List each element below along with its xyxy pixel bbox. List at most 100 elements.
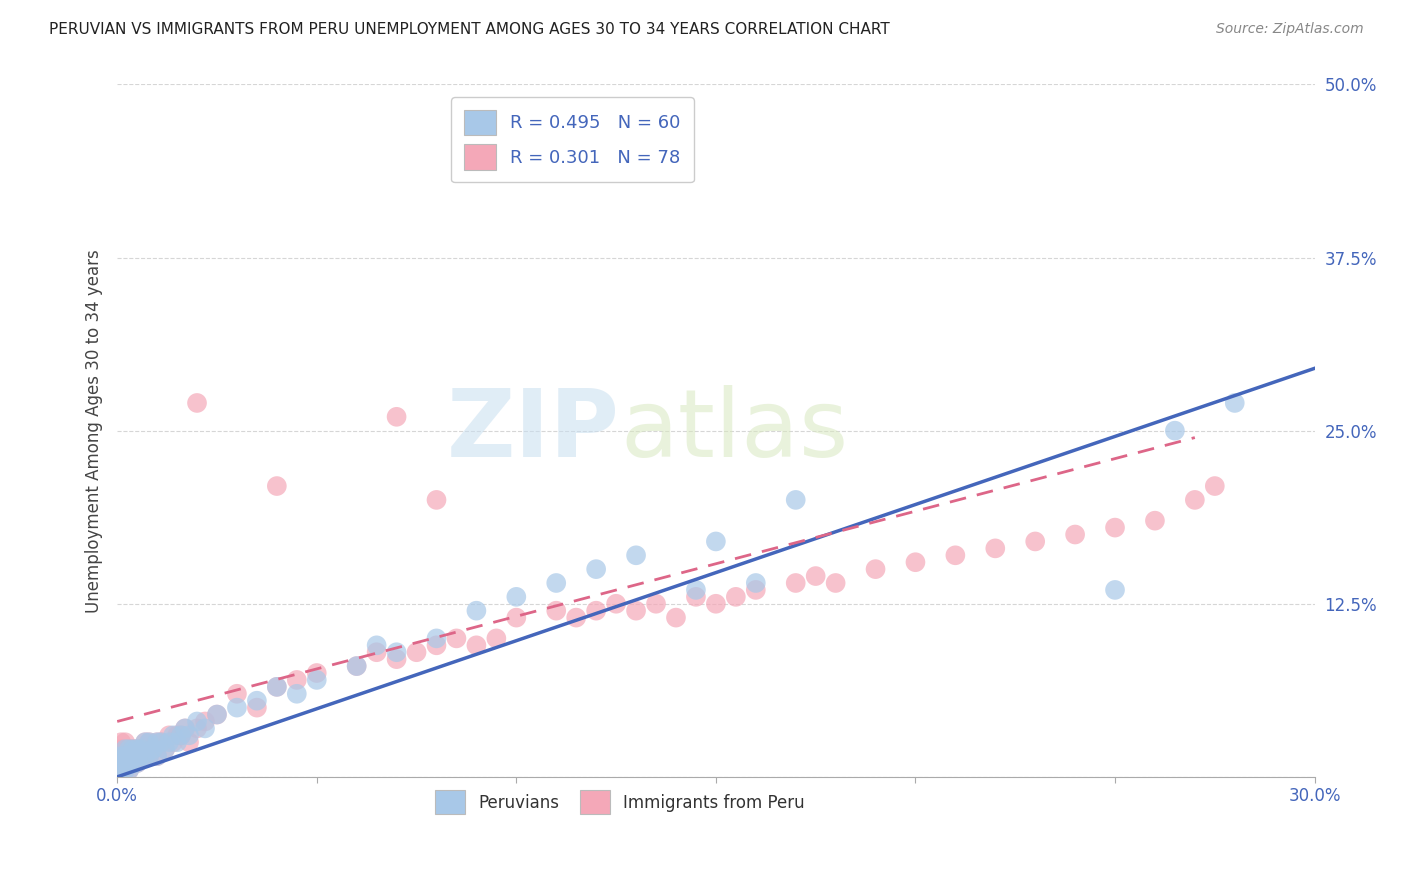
Point xyxy=(665,610,688,624)
Point xyxy=(624,604,647,618)
Point xyxy=(138,749,160,764)
Point xyxy=(745,576,768,591)
Point xyxy=(134,749,156,764)
Point xyxy=(904,555,927,569)
Point xyxy=(824,576,846,591)
Point xyxy=(645,119,668,133)
Point xyxy=(1024,534,1046,549)
Point xyxy=(246,700,269,714)
Point xyxy=(205,707,228,722)
Point xyxy=(186,722,208,736)
Point xyxy=(785,576,807,591)
Point xyxy=(266,680,288,694)
Point xyxy=(114,763,136,777)
Point xyxy=(174,722,197,736)
Point xyxy=(142,742,165,756)
Point xyxy=(150,735,173,749)
Point xyxy=(110,749,132,764)
Point xyxy=(194,714,217,729)
Point xyxy=(138,735,160,749)
Point xyxy=(118,742,141,756)
Point xyxy=(285,687,308,701)
Point xyxy=(943,549,966,563)
Point xyxy=(385,645,408,659)
Point xyxy=(346,659,368,673)
Point xyxy=(485,632,508,646)
Point xyxy=(129,742,152,756)
Point xyxy=(605,597,627,611)
Point xyxy=(157,728,180,742)
Point xyxy=(865,562,887,576)
Point xyxy=(118,763,141,777)
Point xyxy=(1104,582,1126,597)
Point xyxy=(129,742,152,756)
Point xyxy=(205,707,228,722)
Point xyxy=(745,582,768,597)
Point xyxy=(170,728,193,742)
Point xyxy=(146,735,169,749)
Point xyxy=(585,562,607,576)
Point xyxy=(114,742,136,756)
Point xyxy=(804,569,827,583)
Point xyxy=(305,673,328,687)
Point xyxy=(127,742,149,756)
Point xyxy=(118,763,141,777)
Point xyxy=(1184,492,1206,507)
Point xyxy=(1064,527,1087,541)
Point xyxy=(177,728,200,742)
Point xyxy=(150,735,173,749)
Point xyxy=(110,763,132,777)
Point xyxy=(118,742,141,756)
Point xyxy=(425,638,447,652)
Point xyxy=(110,742,132,756)
Text: ZIP: ZIP xyxy=(447,384,620,476)
Point xyxy=(114,763,136,777)
Point xyxy=(134,735,156,749)
Point xyxy=(138,749,160,764)
Point xyxy=(984,541,1007,556)
Point xyxy=(166,735,188,749)
Point xyxy=(385,409,408,424)
Legend: Peruvians, Immigrants from Peru: Peruvians, Immigrants from Peru xyxy=(426,780,814,824)
Point xyxy=(153,742,176,756)
Point xyxy=(127,756,149,770)
Point xyxy=(166,728,188,742)
Point xyxy=(118,756,141,770)
Point xyxy=(704,534,727,549)
Point xyxy=(110,756,132,770)
Point xyxy=(162,735,184,749)
Point xyxy=(177,735,200,749)
Point xyxy=(685,590,707,604)
Point xyxy=(162,728,184,742)
Point xyxy=(146,749,169,764)
Point xyxy=(266,680,288,694)
Point xyxy=(129,749,152,764)
Point xyxy=(134,735,156,749)
Y-axis label: Unemployment Among Ages 30 to 34 years: Unemployment Among Ages 30 to 34 years xyxy=(86,249,103,613)
Point xyxy=(425,632,447,646)
Point xyxy=(186,714,208,729)
Point xyxy=(1223,396,1246,410)
Point xyxy=(194,722,217,736)
Point xyxy=(122,749,145,764)
Point xyxy=(153,742,176,756)
Point xyxy=(565,610,588,624)
Point xyxy=(110,735,132,749)
Point xyxy=(114,749,136,764)
Point xyxy=(1143,514,1166,528)
Point xyxy=(138,735,160,749)
Point xyxy=(704,597,727,611)
Point xyxy=(110,756,132,770)
Point xyxy=(129,749,152,764)
Point xyxy=(505,590,527,604)
Point xyxy=(114,756,136,770)
Point xyxy=(122,742,145,756)
Point xyxy=(785,492,807,507)
Point xyxy=(127,749,149,764)
Point xyxy=(110,759,132,773)
Point xyxy=(122,756,145,770)
Point xyxy=(226,700,249,714)
Point xyxy=(366,638,388,652)
Point xyxy=(645,597,668,611)
Point xyxy=(122,756,145,770)
